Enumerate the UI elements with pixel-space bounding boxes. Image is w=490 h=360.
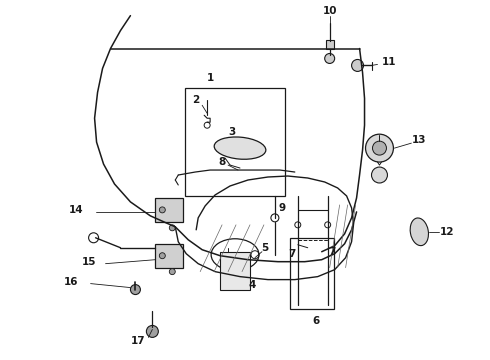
Bar [290, 238, 334, 310]
Circle shape [147, 325, 158, 337]
Circle shape [352, 59, 364, 71]
Ellipse shape [214, 137, 266, 159]
Text: 5: 5 [261, 243, 269, 253]
Bar [155, 244, 183, 268]
Bar [155, 198, 183, 222]
Text: 7: 7 [288, 249, 295, 259]
Text: 3: 3 [228, 127, 236, 137]
Text: 7: 7 [328, 247, 335, 257]
Circle shape [159, 207, 165, 213]
Circle shape [130, 285, 141, 294]
Bar [220, 252, 250, 289]
Circle shape [325, 54, 335, 63]
Text: 11: 11 [382, 58, 397, 67]
Text: 12: 12 [440, 227, 454, 237]
Bar [185, 88, 285, 196]
Circle shape [159, 253, 165, 259]
Text: 1: 1 [206, 73, 214, 84]
Circle shape [371, 167, 388, 183]
Text: 14: 14 [68, 205, 83, 215]
Text: 10: 10 [322, 6, 337, 15]
Text: 8: 8 [219, 157, 226, 167]
Text: 16: 16 [63, 276, 78, 287]
Bar [326, 40, 334, 49]
Text: 13: 13 [412, 135, 427, 145]
Text: 17: 17 [131, 336, 146, 346]
Circle shape [366, 134, 393, 162]
Text: 4: 4 [248, 280, 256, 289]
Text: 6: 6 [312, 316, 319, 327]
Circle shape [169, 269, 175, 275]
Text: 2: 2 [193, 95, 200, 105]
Text: 9: 9 [278, 203, 285, 213]
Text: 15: 15 [81, 257, 96, 267]
Circle shape [169, 225, 175, 231]
Ellipse shape [410, 218, 428, 246]
Circle shape [372, 141, 387, 155]
